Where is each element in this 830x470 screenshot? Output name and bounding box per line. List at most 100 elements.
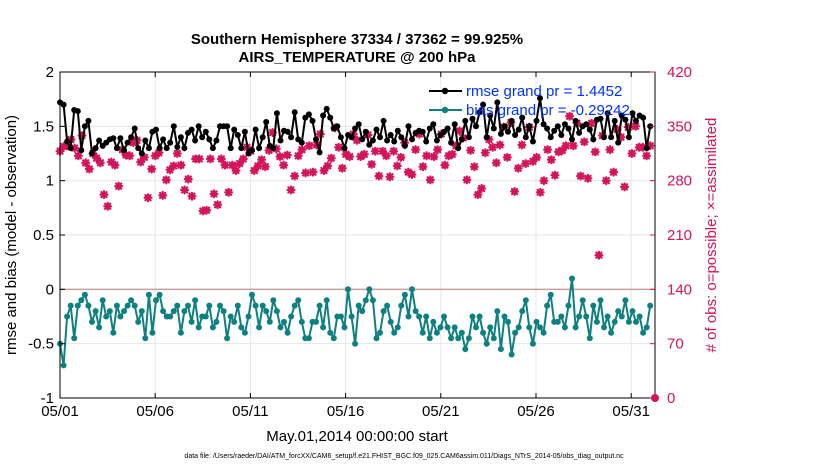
rmse-point: [327, 114, 334, 121]
rmse-point: [131, 125, 138, 132]
bias-point: [345, 286, 351, 293]
bias-point: [384, 302, 391, 309]
rmse-point: [519, 114, 526, 121]
bias-series: [57, 275, 654, 369]
bias-point: [71, 335, 78, 342]
bias-point: [469, 313, 476, 320]
obs-assimilated-point: [543, 145, 553, 155]
bias-point: [547, 291, 554, 298]
obs-assimilated-point: [345, 152, 355, 162]
obs-assimilated-point: [407, 170, 417, 179]
bias-point: [419, 329, 426, 336]
bias-point: [426, 335, 433, 342]
bias-point: [483, 340, 490, 347]
obs-assimilated-point: [642, 151, 652, 161]
rmse-series: [57, 95, 654, 157]
bias-point: [441, 313, 447, 320]
obs-assimilated-point: [425, 175, 435, 185]
bias-point: [224, 335, 231, 342]
rmse-point: [554, 123, 561, 130]
rmse-point: [473, 123, 479, 130]
obs-assimilated-point: [550, 170, 560, 180]
rmse-point: [451, 121, 458, 128]
rmse-point: [288, 134, 295, 141]
rmse-point: [273, 110, 280, 117]
obs-assimilated-point: [473, 190, 483, 200]
rmse-point: [209, 145, 216, 152]
obs-assimilated-point: [308, 167, 318, 177]
data-file-footnote: data file: /Users/raeder/DAI/ATM_forcXX/…: [184, 453, 624, 460]
bias-point: [149, 329, 156, 336]
bias-point: [145, 291, 152, 298]
rmse-point: [298, 139, 305, 146]
rmse-point: [625, 134, 632, 141]
bias-point: [209, 324, 216, 331]
obs-assimilated-point: [579, 137, 589, 147]
rmse-point: [611, 117, 618, 124]
rmse-point: [369, 137, 376, 144]
rmse-point: [444, 125, 451, 132]
rmse-point: [359, 136, 366, 143]
rmse-point: [252, 126, 259, 133]
rmse-point: [238, 145, 245, 152]
bias-point: [259, 302, 266, 309]
rmse-point: [256, 145, 263, 152]
rmse-point: [405, 123, 412, 130]
bias-point: [89, 318, 95, 325]
rmse-point: [96, 137, 103, 144]
bias-point: [142, 335, 149, 342]
bias-point: [188, 318, 195, 325]
obs-assimilated-point: [334, 142, 344, 152]
bias-point: [569, 275, 575, 282]
obs-assimilated-point: [620, 182, 630, 192]
rmse-point: [234, 132, 241, 138]
bias-point: [177, 329, 184, 336]
bias-point: [487, 324, 494, 331]
rmse-point: [430, 121, 437, 128]
bias-point: [643, 324, 650, 331]
bias-point: [313, 318, 319, 325]
obs-assimilated-point: [583, 173, 593, 183]
bias-point: [508, 351, 515, 358]
obs-assimilated-point: [590, 147, 600, 157]
rmse-point: [348, 134, 355, 141]
rmse-point: [60, 101, 67, 108]
rmse-point: [462, 117, 469, 124]
bias-point: [512, 329, 519, 336]
bias-point: [231, 318, 238, 325]
obs-assimilated-point: [238, 154, 248, 164]
bias-point: [416, 313, 423, 320]
x-axis-label: May.01,2014 00:00:00 start: [266, 428, 448, 445]
bias-point: [640, 329, 647, 336]
left-tick-label: 0.5: [33, 227, 54, 244]
bias-point: [249, 291, 255, 298]
bias-point: [462, 346, 469, 353]
obs-assimilated-point: [517, 140, 527, 150]
obs-assimilated-point: [601, 176, 611, 186]
bias-point: [352, 340, 359, 347]
bias-point: [298, 318, 305, 325]
bias-point: [558, 313, 565, 320]
rmse-point: [78, 147, 85, 154]
bias-point: [60, 362, 67, 369]
rmse-point: [117, 135, 124, 142]
rmse-point: [508, 117, 515, 124]
bias-point: [412, 308, 419, 315]
x-tick-label: 05/11: [232, 403, 268, 420]
bias-point: [295, 297, 302, 304]
rmse-point: [366, 141, 373, 148]
rmse-point: [320, 112, 327, 119]
obs-assimilated-point: [114, 181, 124, 191]
rmse-point: [565, 125, 572, 132]
bias-point: [625, 318, 632, 325]
obs-assimilated-point: [557, 145, 567, 155]
obs-assimilated-point: [176, 160, 186, 170]
rmse-point: [192, 137, 199, 144]
bias-point: [266, 318, 273, 325]
bias-point: [519, 308, 526, 315]
rmse-point: [618, 112, 625, 119]
rmse-point: [167, 139, 174, 146]
obs-assimilated-point: [396, 152, 406, 162]
obs-assimilated-point: [491, 158, 501, 168]
left-ticks: -1 -0.5 0 0.5 1 1.5 2: [28, 64, 65, 407]
